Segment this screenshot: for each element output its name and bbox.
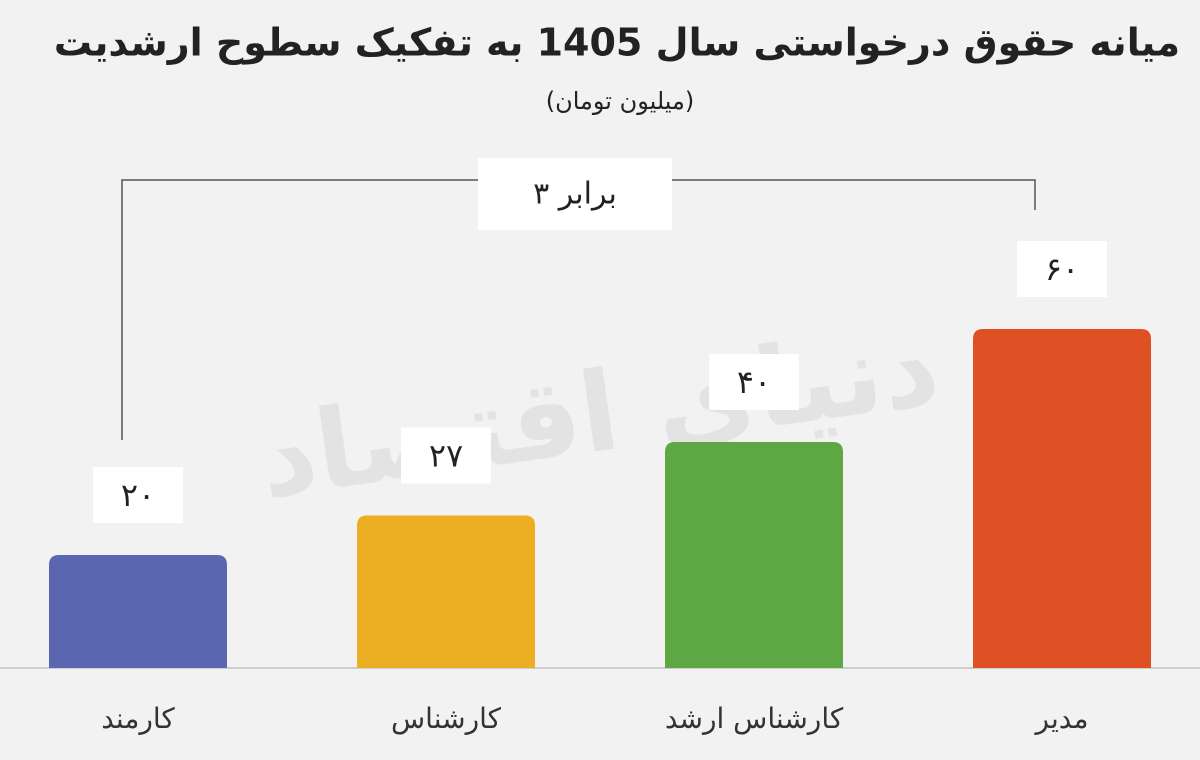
value-label-box bbox=[401, 427, 491, 484]
value-label: ۲۰ bbox=[121, 476, 155, 514]
bar bbox=[357, 515, 535, 668]
annotation-box bbox=[478, 158, 672, 230]
x-tick-label: کارشناس ارشد bbox=[665, 702, 844, 735]
chart-title: میانه حقوق درخواستی سال 1405 به تفکیک سط… bbox=[54, 21, 1180, 65]
value-label: ۶۰ bbox=[1045, 250, 1079, 288]
bar bbox=[665, 442, 843, 668]
chart-subtitle: (میلیون تومان) bbox=[546, 87, 695, 115]
value-label: ۲۷ bbox=[429, 436, 463, 474]
value-label-box bbox=[93, 467, 183, 523]
x-tick-label: مدیر bbox=[1034, 702, 1089, 735]
bar bbox=[973, 329, 1151, 668]
annotation: ۳ برابر bbox=[533, 177, 617, 212]
x-tick-label: کارشناس bbox=[391, 702, 502, 735]
value-label: ۴۰ bbox=[737, 363, 771, 401]
x-tick-label: کارمند bbox=[101, 702, 175, 735]
value-label-box bbox=[1017, 241, 1107, 297]
value-label-box bbox=[709, 354, 799, 410]
bar bbox=[49, 555, 227, 668]
